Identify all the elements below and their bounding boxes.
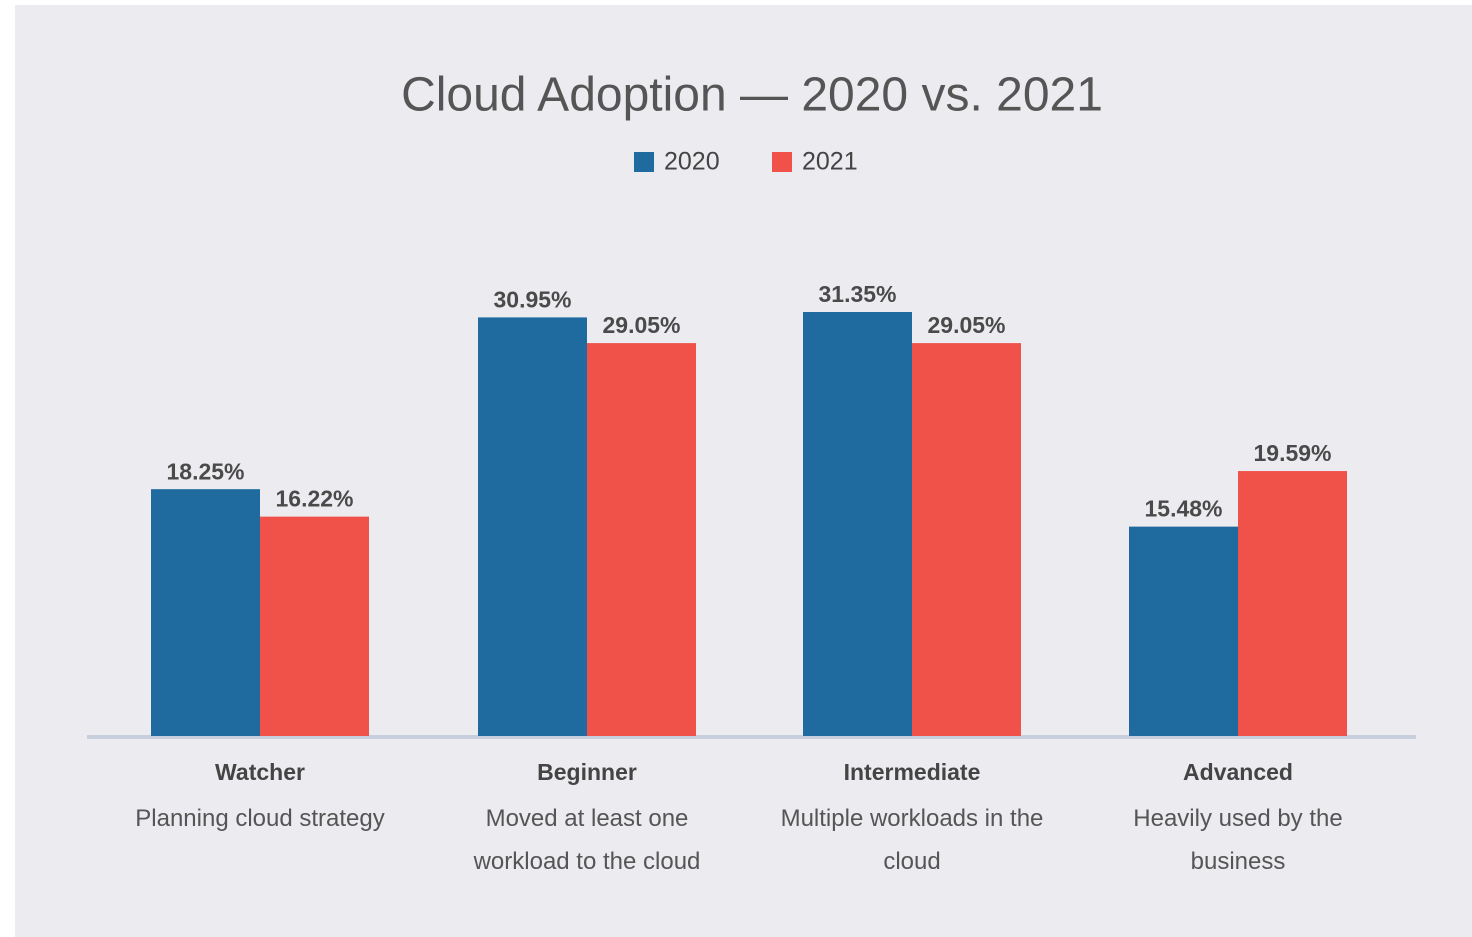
category-description: Heavily used by the business <box>1133 805 1343 875</box>
category-name: Intermediate <box>843 759 981 785</box>
value-label: 16.22% <box>275 486 353 512</box>
bar <box>1129 526 1238 736</box>
value-label: 29.05% <box>602 312 680 338</box>
bar <box>260 516 369 736</box>
category-name: Beginner <box>537 759 637 785</box>
category-description: Moved at least one workload to the cloud <box>473 805 701 875</box>
value-label: 29.05% <box>927 312 1005 338</box>
legend-swatch <box>772 152 792 172</box>
value-label: 31.35% <box>818 281 896 307</box>
category-label-group: Advanced Heavily used by the business <box>1098 759 1378 883</box>
bar <box>912 343 1021 736</box>
bar <box>478 317 587 736</box>
legend-label: 2020 <box>664 148 720 176</box>
category-name: Watcher <box>215 759 305 785</box>
category-label-group: Watcher Planning cloud strategy <box>120 759 400 840</box>
value-label: 18.25% <box>166 458 244 484</box>
category-label-group: Intermediate Multiple workloads in the cl… <box>772 759 1052 883</box>
bar <box>1238 471 1347 736</box>
chart-title: Cloud Adoption — 2020 vs. 2021 <box>401 69 1103 122</box>
legend-label: 2021 <box>802 148 858 176</box>
category-description: Planning cloud strategy <box>135 805 385 832</box>
category-description: Multiple workloads in the cloud <box>780 805 1044 875</box>
value-label: 30.95% <box>493 286 571 312</box>
value-label: 15.48% <box>1144 496 1222 522</box>
bar <box>803 312 912 736</box>
legend-swatch <box>634 152 654 172</box>
bar <box>151 489 260 736</box>
bar <box>587 343 696 736</box>
chart-panel <box>15 5 1472 937</box>
category-label-group: Beginner Moved at least one workload to t… <box>447 759 727 883</box>
value-label: 19.59% <box>1253 440 1331 466</box>
category-name: Advanced <box>1183 759 1293 785</box>
